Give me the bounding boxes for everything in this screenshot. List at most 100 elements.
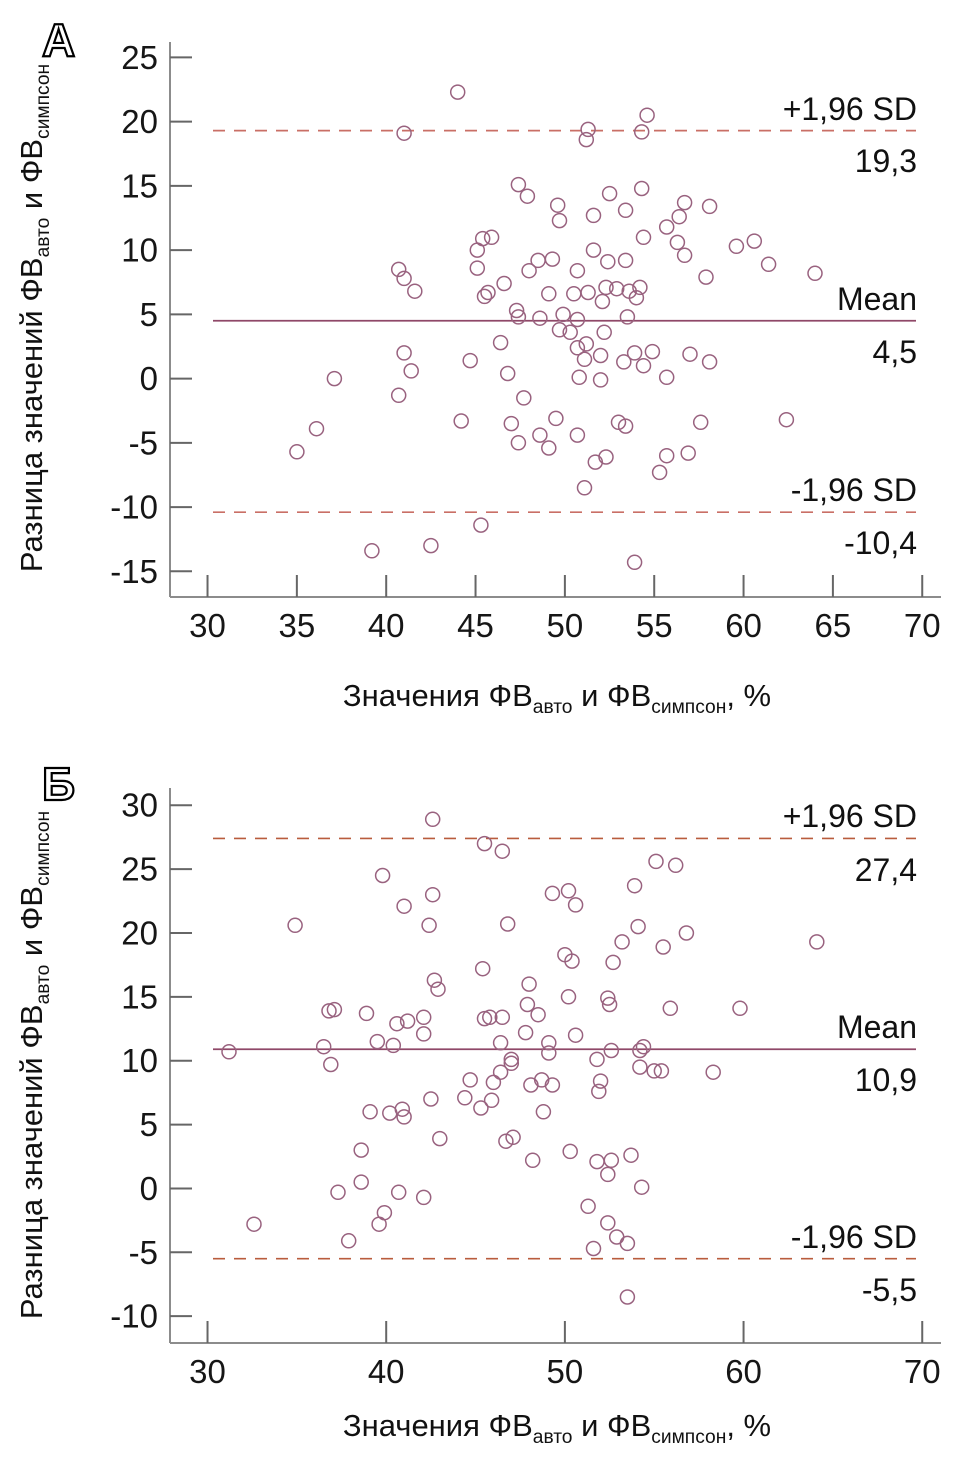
y-tick-label: 10 — [121, 1042, 158, 1079]
data-point — [535, 1104, 552, 1120]
x-tick-label: 70 — [904, 607, 941, 644]
data-point — [635, 357, 652, 374]
data-point — [415, 1189, 432, 1206]
y-tick-label: -10 — [110, 1298, 158, 1335]
data-point — [639, 107, 655, 123]
data-point — [662, 1000, 679, 1017]
data-point — [669, 234, 686, 251]
data-point — [619, 309, 636, 325]
limit-lines-b — [213, 837, 916, 1260]
y-tick-label: 15 — [121, 167, 158, 204]
data-point — [287, 917, 303, 934]
x-tick-label: 50 — [547, 1353, 584, 1390]
data-point — [605, 954, 621, 971]
y-axis-title-a: Разница значений ФВавто и ФВсимпсон — [14, 64, 54, 572]
data-point — [585, 1240, 602, 1257]
data-point — [578, 336, 595, 352]
data-point — [457, 1090, 473, 1106]
data-point — [492, 334, 509, 351]
data-point — [474, 230, 491, 247]
data-point — [596, 324, 612, 341]
data-point — [541, 1035, 557, 1051]
data-point — [548, 410, 564, 427]
data-point — [476, 835, 493, 852]
data-point — [498, 1133, 514, 1149]
x-tick-label: 40 — [368, 607, 405, 644]
x-axis-title-subscript: симпсон — [651, 697, 726, 718]
y-axis-title-subscript: симпсон — [33, 64, 54, 139]
data-point — [603, 1152, 620, 1169]
data-point — [403, 363, 419, 379]
upper-sd-label-b: +1,96 SD — [783, 798, 917, 834]
data-point — [326, 1001, 343, 1018]
data-point — [560, 989, 577, 1005]
data-point — [549, 197, 566, 213]
upper-sd-value-a: 19,3 — [855, 143, 917, 179]
data-point — [376, 1204, 393, 1221]
data-point — [569, 427, 586, 443]
data-point — [589, 1051, 605, 1068]
lower-sd-label-a: -1,96 SD — [791, 472, 917, 508]
data-point — [510, 309, 527, 325]
data-point — [541, 286, 557, 302]
data-point — [760, 256, 777, 273]
data-point — [510, 176, 527, 193]
data-point — [632, 1059, 648, 1075]
data-point — [778, 411, 795, 428]
data-point — [353, 1142, 369, 1158]
data-point — [617, 418, 634, 434]
mean-value-b: 10,9 — [855, 1062, 917, 1098]
data-point — [732, 1000, 748, 1017]
data-point — [519, 188, 536, 204]
y-tick-label: 5 — [140, 1106, 158, 1143]
data-point — [589, 1153, 605, 1170]
y-axis-title-segment: и ФВ — [14, 139, 49, 218]
data-point — [592, 372, 609, 388]
data-point — [530, 1006, 546, 1023]
data-point — [551, 212, 568, 229]
data-point — [633, 1179, 650, 1195]
data-point — [289, 444, 305, 460]
data-point — [616, 354, 632, 370]
data-point — [658, 447, 675, 464]
data-point — [523, 1077, 539, 1093]
data-point — [601, 185, 618, 202]
y-axis-title-b: Разница значений ФВавто и ФВсимпсон — [14, 811, 54, 1319]
data-point — [469, 260, 486, 276]
x-tick-label: 30 — [189, 1353, 226, 1390]
data-point — [562, 1143, 578, 1160]
data-point — [569, 262, 586, 279]
x-tick-label: 50 — [547, 607, 584, 644]
data-point — [676, 247, 693, 264]
data-point — [692, 414, 709, 431]
data-point — [394, 1101, 411, 1117]
data-point — [494, 1009, 511, 1026]
data-point — [474, 960, 491, 977]
panel-b-label: Б — [42, 758, 75, 810]
data-point — [415, 1026, 432, 1042]
data-point — [423, 537, 439, 554]
data-point — [424, 886, 441, 903]
data-point — [676, 194, 693, 211]
x-axis-title-b: Значения ФВавто и ФВсимпсон, % — [343, 1408, 771, 1448]
data-point — [569, 311, 586, 328]
data-point — [576, 480, 593, 496]
data-point — [646, 1063, 662, 1079]
data-point — [569, 340, 586, 356]
y-tick-label: -5 — [129, 1234, 158, 1271]
x-axis-title-subscript: симпсон — [651, 1427, 726, 1448]
x-axis-title-segment: , % — [726, 1408, 771, 1443]
data-point — [390, 1184, 407, 1201]
data-point — [655, 939, 671, 955]
upper-sd-value-b: 27,4 — [855, 852, 917, 888]
upper-sd-label-a: +1,96 SD — [783, 91, 917, 127]
y-axis-title-segment: Разница значений ФВ — [14, 1004, 49, 1319]
data-point — [532, 427, 548, 443]
data-point — [492, 1035, 509, 1051]
x-axis-title-a: Значения ФВавто и ФВсимпсон, % — [343, 678, 771, 718]
y-tick-label: 30 — [121, 787, 158, 824]
data-point — [476, 1010, 493, 1027]
data-point — [396, 898, 412, 914]
